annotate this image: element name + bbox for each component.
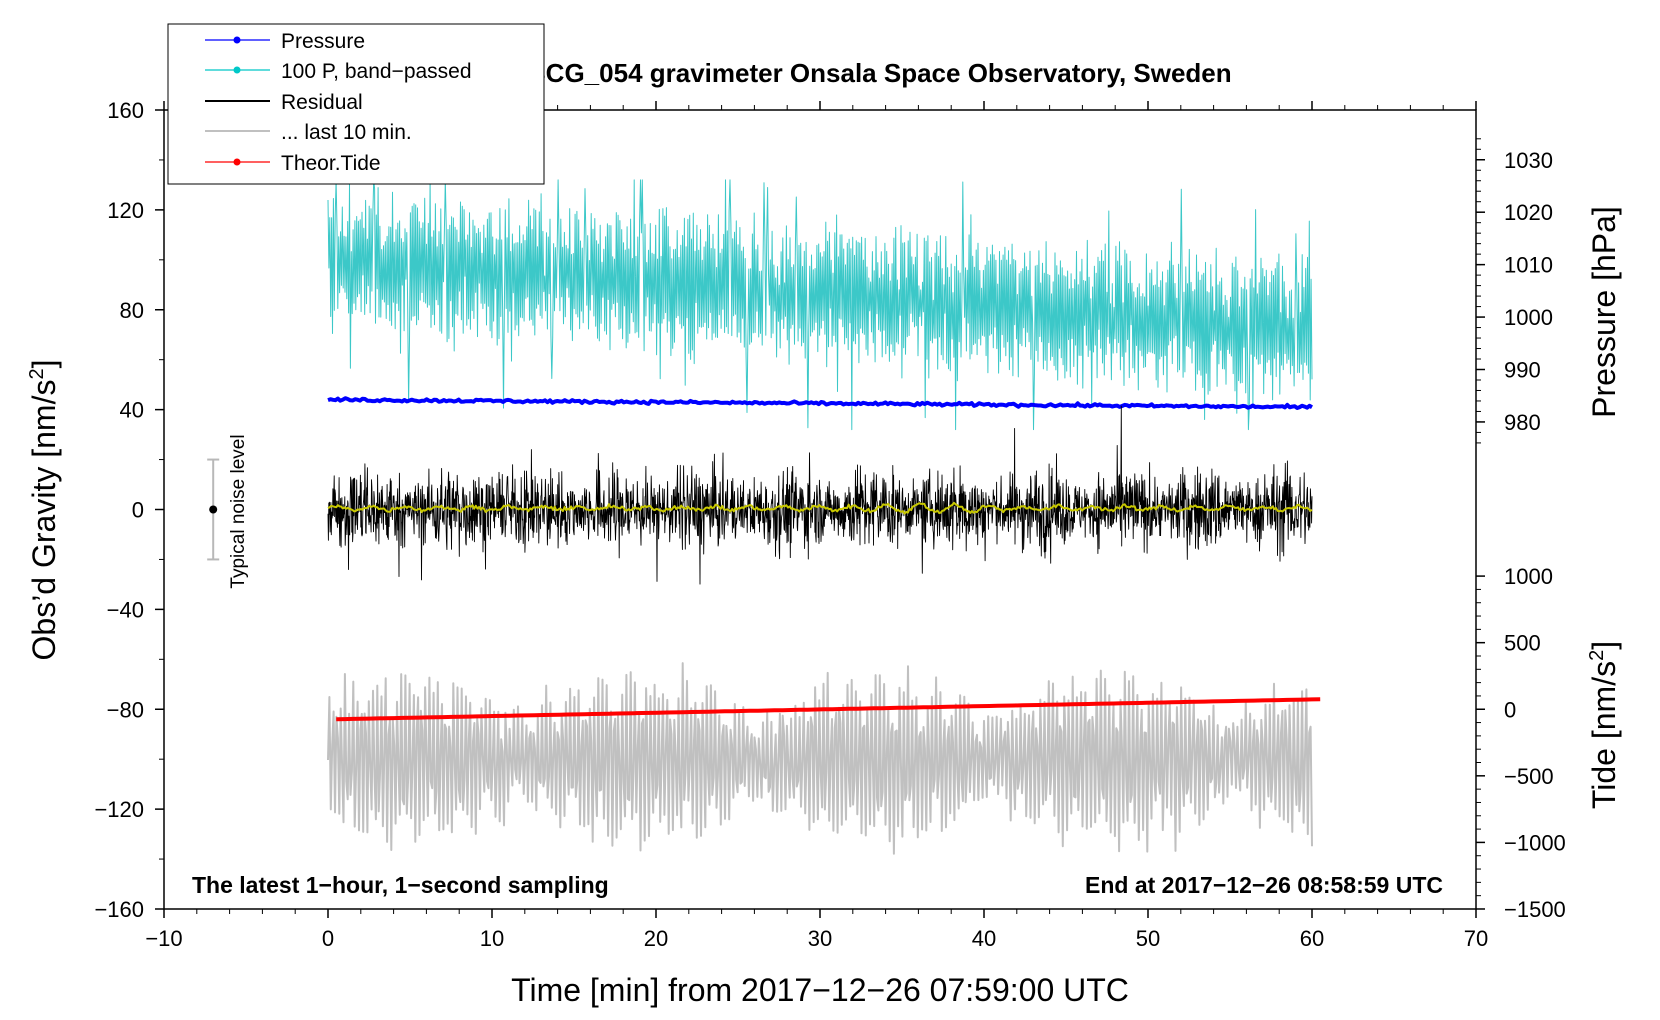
y-axis-title-tide: Tide [nm/s2] [1586,641,1622,809]
y-tick-label: 120 [107,198,144,223]
x-tick-label: 40 [972,926,996,951]
x-tick-label: 10 [480,926,504,951]
y-axis-title-tide-end: ] [1586,641,1622,650]
noise-label: Typical noise level [228,434,249,588]
tide-tick-label: −1500 [1504,897,1566,922]
chart-title: SCG_054 gravimeter Onsala Space Observat… [528,58,1231,88]
pressure-tick-label: 990 [1504,358,1541,383]
pressure-tick-label: 1020 [1504,200,1553,225]
tide-tick-label: 500 [1504,631,1541,656]
legend-label-band-passed: 100 P, band−passed [281,60,472,83]
legend-marker-pressure [233,36,241,44]
legend-marker-band-passed [233,66,241,74]
y-tick-label: 40 [120,398,144,423]
legend-marker-theor-tide [233,158,241,166]
x-tick-label: 60 [1300,926,1324,951]
pressure-tick-label: 1000 [1504,305,1553,330]
pressure-tick-label: 1030 [1504,148,1553,173]
y-axis-title-left-text: Obs’d Gravity [nm/s [26,380,62,661]
legend-item-theor-tide: Theor.Tide [205,152,381,175]
y-tick-label: −120 [94,797,144,822]
y-tick-label: 160 [107,98,144,123]
x-axis-title: Time [min] from 2017−12−26 07:59:00 UTC [511,972,1129,1008]
series-last-10-min [327,662,1313,855]
legend-item-last-10-min: ... last 10 min. [205,121,412,144]
series-residual [327,405,1313,585]
y-tick-label: 0 [132,498,144,523]
pressure-tick-label: 980 [1504,410,1541,435]
y-tick-label: −80 [107,697,144,722]
legend-item-band-passed: 100 P, band−passed [205,60,472,83]
y-axis-title-left: Obs’d Gravity [nm/s2] [26,360,62,661]
tick-layer: −10 0 10 20 30 40 50 60 7016012080400−40−80−120−… [94,98,1565,951]
series-band-passed [327,179,1313,431]
tide-tick-label: 0 [1504,697,1516,722]
tide-tick-label: 1000 [1504,564,1553,589]
y-axis-title-tide-sup: 2 [1586,650,1608,661]
legend-label-pressure: Pressure [281,30,365,53]
x-tick-label: 30 [808,926,832,951]
x-tick-label: −10 [145,926,182,951]
legend-label-theor-tide: Theor.Tide [281,152,381,175]
noise-center-dot [209,505,218,514]
annotation-sampling: The latest 1−hour, 1−second sampling [192,872,609,898]
x-tick-label: 20 [644,926,668,951]
y-tick-label: −40 [107,597,144,622]
noise-indicator: Typical noise level [207,434,249,589]
legend-label-residual: Residual [281,91,363,114]
tide-tick-label: −1000 [1504,830,1566,855]
legend-item-residual: Residual [205,91,363,114]
y-axis-title-pressure: Pressure [hPa] [1586,206,1622,418]
series-layer [327,179,1321,855]
y-tick-label: 80 [120,298,144,323]
series-pressure [327,396,1313,410]
pressure-tick-label: 1010 [1504,253,1553,278]
tide-tick-label: −500 [1504,764,1554,789]
legend-box [167,23,545,185]
series-residual-smoothed [327,501,1313,515]
legend-item-pressure: Pressure [205,30,365,53]
legend-label-last-10-min: ... last 10 min. [281,121,412,144]
y-axis-title-tide-text: Tide [nm/s [1586,661,1622,809]
y-axis-title-left-end: ] [26,360,62,369]
y-axis-title-left-sup: 2 [26,368,48,379]
x-tick-label: 0 [322,926,334,951]
legend: Pressure 100 P, band−passed Residual ...… [167,23,545,185]
y-tick-label: −160 [94,897,144,922]
x-tick-label: 50 [1136,926,1160,951]
x-tick-label: 70 [1464,926,1488,951]
series-theor-tide [336,697,1321,722]
annotation-end-time: End at 2017−12−26 08:58:59 UTC [1085,872,1443,898]
